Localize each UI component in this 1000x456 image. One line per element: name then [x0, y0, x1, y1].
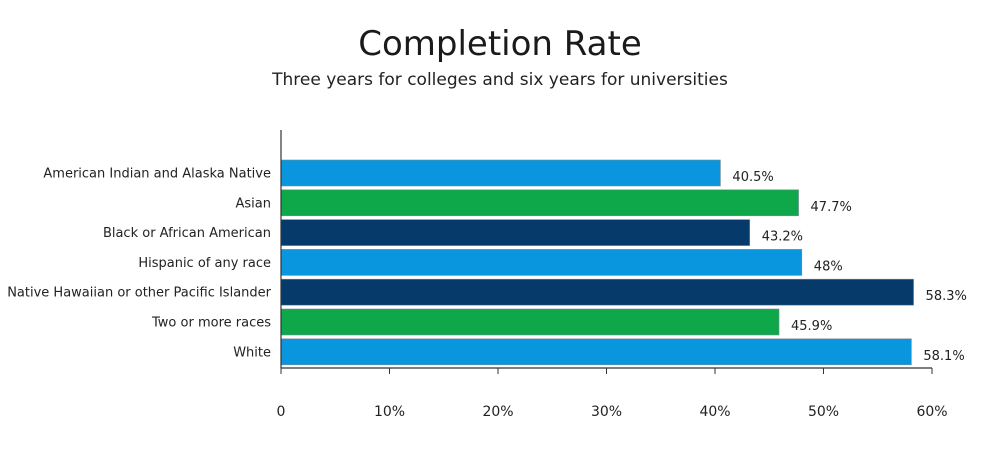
category-label: White: [233, 345, 271, 360]
x-tick-label: 50%: [808, 404, 839, 420]
category-label: Native Hawaiian or other Pacific Islande…: [7, 286, 271, 301]
category-label: Asian: [236, 196, 271, 211]
value-label: 58.3%: [926, 289, 967, 304]
category-label: Black or African American: [103, 226, 271, 241]
value-label: 45.9%: [791, 319, 832, 334]
value-label: 58.1%: [923, 349, 964, 364]
bar: [280, 219, 751, 246]
x-tick-label: 30%: [591, 404, 622, 420]
bar: [280, 308, 780, 336]
category-label: American Indian and Alaska Native: [43, 167, 271, 182]
x-tick-label: 20%: [482, 404, 513, 420]
x-tick-label: 60%: [916, 404, 947, 420]
x-tick-label: 40%: [699, 404, 730, 420]
value-label: 48%: [814, 259, 843, 274]
bar: [280, 159, 721, 187]
chart-title: Completion Rate: [358, 24, 642, 64]
bar: [280, 338, 912, 366]
category-label: Hispanic of any race: [138, 256, 271, 271]
bar: [280, 278, 914, 306]
bar: [280, 189, 799, 217]
x-tick-label: 10%: [374, 404, 405, 420]
value-label: 43.2%: [762, 230, 803, 245]
bar: [280, 249, 803, 276]
x-tick-label: 0: [277, 404, 286, 420]
chart-subtitle: Three years for colleges and six years f…: [272, 70, 728, 90]
value-label: 47.7%: [811, 200, 852, 215]
category-label: Two or more races: [151, 316, 271, 331]
value-label: 40.5%: [732, 170, 773, 185]
